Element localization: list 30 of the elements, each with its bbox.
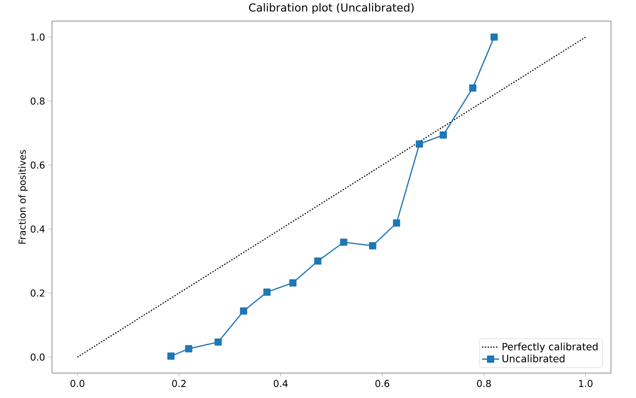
point — [185, 345, 192, 352]
y-tick-label: 0.0 — [30, 353, 45, 361]
y-tick-label: 0.2 — [30, 289, 44, 297]
x-tick-label: 0.8 — [477, 380, 491, 388]
point — [440, 131, 447, 139]
legend-label: Perfectly calibrated — [502, 342, 598, 352]
x-tick-label: 1.0 — [579, 380, 592, 388]
legend-label: Uncalibrated — [502, 354, 564, 362]
point — [369, 242, 376, 250]
point — [314, 257, 322, 265]
y-tick-label: 1.0 — [31, 33, 45, 41]
y-tick-label: 0.6 — [30, 161, 45, 169]
point — [392, 219, 400, 227]
x-tick-label: 0.2 — [172, 380, 186, 388]
point — [167, 352, 175, 360]
point — [289, 279, 296, 286]
x-tick-label: 0.0 — [70, 380, 84, 388]
y-axis-title: Fraction of positives — [18, 150, 28, 244]
point — [214, 338, 222, 346]
x-tick-label: 0.6 — [375, 380, 390, 388]
point — [416, 140, 424, 148]
point — [469, 84, 476, 92]
point — [240, 307, 248, 315]
y-tick-label: 0.4 — [30, 225, 45, 233]
chart-title: Calibration plot (Uncalibrated) — [249, 3, 414, 14]
point — [490, 33, 498, 41]
x-tick-label: 0.4 — [274, 380, 288, 388]
point — [263, 288, 271, 296]
y-tick-label: 0.8 — [30, 97, 45, 105]
point — [340, 238, 348, 246]
